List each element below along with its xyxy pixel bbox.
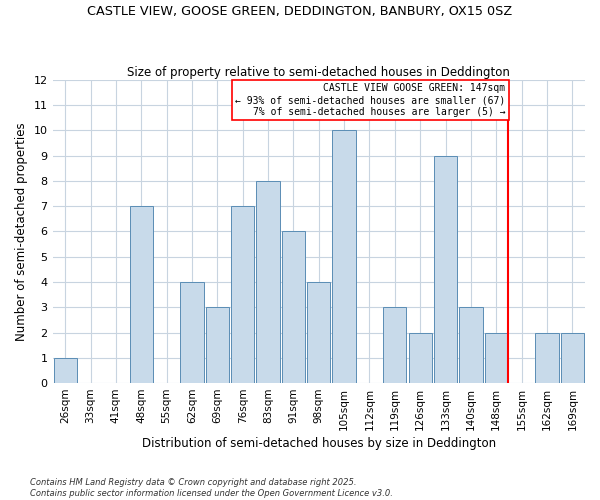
Bar — [409, 332, 432, 383]
Text: CASTLE VIEW, GOOSE GREEN, DEDDINGTON, BANBURY, OX15 0SZ: CASTLE VIEW, GOOSE GREEN, DEDDINGTON, BA… — [88, 5, 512, 18]
Bar — [307, 282, 331, 383]
Bar — [434, 156, 457, 383]
Text: CASTLE VIEW GOOSE GREEN: 147sqm
← 93% of semi-detached houses are smaller (67)
7: CASTLE VIEW GOOSE GREEN: 147sqm ← 93% of… — [235, 84, 505, 116]
Bar — [53, 358, 77, 383]
Y-axis label: Number of semi-detached properties: Number of semi-detached properties — [15, 122, 28, 340]
Text: Contains HM Land Registry data © Crown copyright and database right 2025.
Contai: Contains HM Land Registry data © Crown c… — [30, 478, 393, 498]
Bar — [459, 307, 482, 383]
Bar — [282, 232, 305, 383]
Bar — [256, 181, 280, 383]
Bar — [332, 130, 356, 383]
Bar — [130, 206, 153, 383]
Title: Size of property relative to semi-detached houses in Deddington: Size of property relative to semi-detach… — [127, 66, 510, 78]
Bar — [206, 307, 229, 383]
Bar — [485, 332, 508, 383]
Bar — [535, 332, 559, 383]
Bar — [560, 332, 584, 383]
Bar — [231, 206, 254, 383]
Bar — [181, 282, 203, 383]
X-axis label: Distribution of semi-detached houses by size in Deddington: Distribution of semi-detached houses by … — [142, 437, 496, 450]
Bar — [383, 307, 406, 383]
